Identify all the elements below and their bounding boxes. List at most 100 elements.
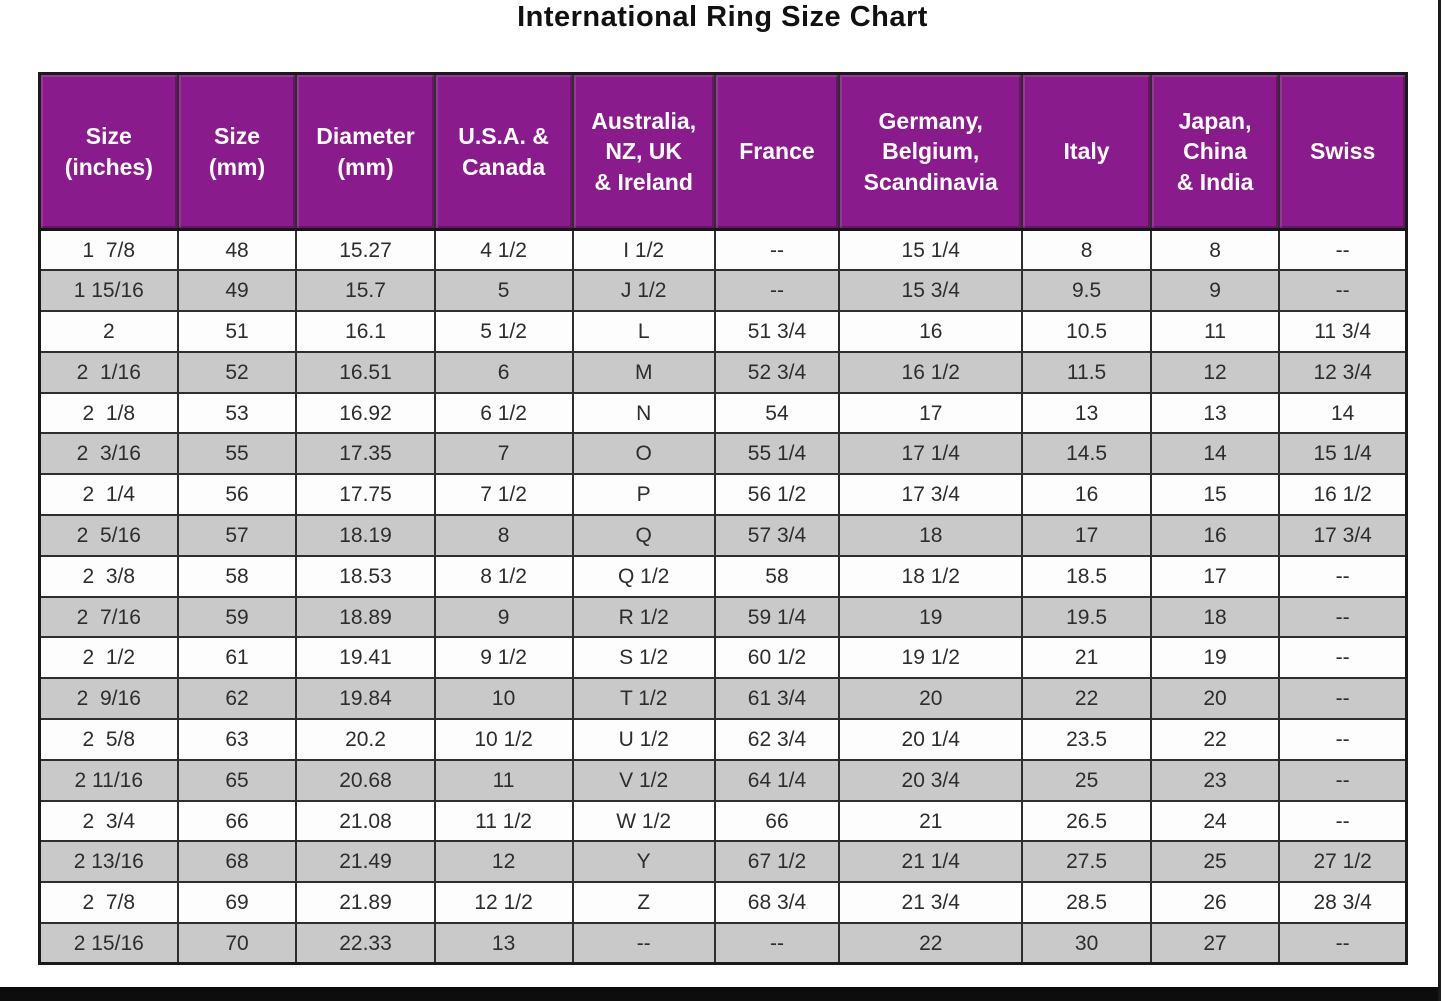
- table-cell-r14-c6: 64 1/4: [713, 758, 841, 802]
- table-cell-r18-c9: 27: [1149, 922, 1281, 965]
- table-cell-r3-c3: 16.1: [295, 310, 436, 353]
- table-cell-r14-c10: --: [1278, 758, 1408, 802]
- table-cell-r7-c3: 17.75: [295, 473, 436, 517]
- table-row-18: 2 15/16 70 22.33 13 -- -- 22 30 27 --: [38, 922, 1408, 965]
- table-cell-r10-c6: 59 1/4: [713, 595, 841, 639]
- table-row-5: 2 1/8 53 16.92 6 1/2 N 54 17 13 13 14: [38, 391, 1408, 435]
- table-cell-r12-c10: --: [1278, 677, 1408, 721]
- table-cell-r17-c3: 21.89: [295, 881, 436, 925]
- table-cell-r8-c2: 57: [176, 514, 298, 557]
- table-cell-r2-c3: 15.7: [295, 269, 436, 313]
- page-title: International Ring Size Chart: [517, 1, 928, 33]
- table-cell-r15-c7: 21: [838, 799, 1024, 843]
- table-cell-r4-c6: 52 3/4: [713, 350, 841, 394]
- table-cell-r7-c7: 17 3/4: [838, 473, 1024, 517]
- table-cell-r15-c10: --: [1278, 799, 1408, 843]
- table-cell-r3-c2: 51: [176, 310, 298, 353]
- table-cell-r11-c10: --: [1278, 636, 1408, 680]
- table-cell-r11-c2: 61: [176, 636, 298, 680]
- table-cell-r5-c5: N: [571, 391, 716, 435]
- table-cell-r2-c1: 1 15/16: [38, 269, 179, 313]
- table-row-13: 2 5/8 63 20.2 10 1/2 U 1/2 62 3/4 20 1/4 23.5 22…: [38, 718, 1408, 761]
- table-cell-r11-c4: 9 1/2: [433, 636, 574, 680]
- table-cell-r13-c10: --: [1278, 718, 1408, 761]
- table-cell-r12-c5: T 1/2: [571, 677, 716, 721]
- ring-size-table: Size (inches) Size (mm) Diameter (mm) U.S.A…: [38, 72, 1408, 966]
- table-cell-r16-c5: Y: [571, 840, 716, 884]
- table-cell-r1-c5: I 1/2: [571, 228, 716, 272]
- table-cell-r9-c9: 17: [1149, 554, 1281, 598]
- table-cell-r1-c7: 15 1/4: [838, 228, 1024, 272]
- table-cell-r4-c2: 52: [176, 350, 298, 394]
- table-cell-r16-c6: 67 1/2: [713, 840, 841, 884]
- table-cell-r7-c9: 15: [1149, 473, 1281, 517]
- table-cell-r18-c2: 70: [176, 922, 298, 965]
- column-header-2: Size (mm): [176, 72, 298, 231]
- table-cell-r17-c9: 26: [1149, 881, 1281, 925]
- table-cell-r18-c8: 30: [1021, 922, 1152, 965]
- table-row-7: 2 1/4 56 17.75 7 1/2 P 56 1/2 17 3/4 16 15 16 1/2: [38, 473, 1408, 517]
- table-cell-r16-c2: 68: [176, 840, 298, 884]
- table-cell-r13-c9: 22: [1149, 718, 1281, 761]
- table-cell-r15-c8: 26.5: [1021, 799, 1152, 843]
- header-row: Size (inches) Size (mm) Diameter (mm) U.S.A…: [38, 72, 1408, 231]
- table-row-6: 2 3/16 55 17.35 7 O 55 1/4 17 1/4 14.5 14 15 1/4: [38, 432, 1408, 476]
- table-cell-r15-c4: 11 1/2: [433, 799, 574, 843]
- table-cell-r9-c2: 58: [176, 554, 298, 598]
- table-row-12: 2 9/16 62 19.84 10 T 1/2 61 3/4 20 22 20 --: [38, 677, 1408, 721]
- table-cell-r7-c4: 7 1/2: [433, 473, 574, 517]
- table-cell-r18-c7: 22: [838, 922, 1024, 965]
- table-cell-r18-c10: --: [1278, 922, 1408, 965]
- table-cell-r6-c6: 55 1/4: [713, 432, 841, 476]
- table-cell-r11-c5: S 1/2: [571, 636, 716, 680]
- table-row-8: 2 5/16 57 18.19 8 Q 57 3/4 18 17 16 17 3/4: [38, 514, 1408, 557]
- table-row-1: 1 7/8 48 15.27 4 1/2 I 1/2 -- 15 1/4 8 8 --: [38, 228, 1408, 272]
- column-header-10: Swiss: [1278, 72, 1408, 231]
- right-edge-line: [1438, 0, 1441, 1001]
- column-header-4: U.S.A. & Canada: [433, 72, 574, 231]
- table-cell-r10-c5: R 1/2: [571, 595, 716, 639]
- table-cell-r17-c10: 28 3/4: [1278, 881, 1408, 925]
- table-cell-r1-c8: 8: [1021, 228, 1152, 272]
- table-cell-r7-c6: 56 1/2: [713, 473, 841, 517]
- table-cell-r6-c4: 7: [433, 432, 574, 476]
- table-cell-r10-c1: 2 7/16: [38, 595, 179, 639]
- table-cell-r6-c7: 17 1/4: [838, 432, 1024, 476]
- table-row-2: 1 15/16 49 15.7 5 J 1/2 -- 15 3/4 9.5 9 --: [38, 269, 1408, 313]
- table-cell-r10-c9: 18: [1149, 595, 1281, 639]
- column-header-9: Japan, China & India: [1149, 72, 1281, 231]
- table-cell-r16-c10: 27 1/2: [1278, 840, 1408, 884]
- table-cell-r1-c1: 1 7/8: [38, 228, 179, 272]
- column-header-7: Germany, Belgium, Scandinavia: [838, 72, 1024, 231]
- table-row-11: 2 1/2 61 19.41 9 1/2 S 1/2 60 1/2 19 1/2 21 19 --: [38, 636, 1408, 680]
- table-cell-r14-c3: 20.68: [295, 758, 436, 802]
- table-cell-r5-c9: 13: [1149, 391, 1281, 435]
- table-cell-r9-c1: 2 3/8: [38, 554, 179, 598]
- table-cell-r12-c6: 61 3/4: [713, 677, 841, 721]
- table-cell-r2-c4: 5: [433, 269, 574, 313]
- table-cell-r13-c1: 2 5/8: [38, 718, 179, 761]
- table-cell-r15-c6: 66: [713, 799, 841, 843]
- table-cell-r11-c9: 19: [1149, 636, 1281, 680]
- table-cell-r8-c3: 18.19: [295, 514, 436, 557]
- table-row-4: 2 1/16 52 16.51 6 M 52 3/4 16 1/2 11.5 12 12 3/4: [38, 350, 1408, 394]
- table-cell-r7-c1: 2 1/4: [38, 473, 179, 517]
- table-cell-r3-c9: 11: [1149, 310, 1281, 353]
- table-cell-r15-c3: 21.08: [295, 799, 436, 843]
- table-cell-r9-c4: 8 1/2: [433, 554, 574, 598]
- table-cell-r6-c5: O: [571, 432, 716, 476]
- table-cell-r3-c4: 5 1/2: [433, 310, 574, 353]
- table-cell-r2-c6: --: [713, 269, 841, 313]
- table-cell-r17-c4: 12 1/2: [433, 881, 574, 925]
- table-cell-r5-c4: 6 1/2: [433, 391, 574, 435]
- table-cell-r7-c5: P: [571, 473, 716, 517]
- table-cell-r6-c1: 2 3/16: [38, 432, 179, 476]
- table-cell-r13-c4: 10 1/2: [433, 718, 574, 761]
- table-cell-r17-c1: 2 7/8: [38, 881, 179, 925]
- table-cell-r12-c8: 22: [1021, 677, 1152, 721]
- table-cell-r7-c8: 16: [1021, 473, 1152, 517]
- table-cell-r3-c6: 51 3/4: [713, 310, 841, 353]
- table-cell-r5-c3: 16.92: [295, 391, 436, 435]
- table-cell-r14-c4: 11: [433, 758, 574, 802]
- table-cell-r9-c10: --: [1278, 554, 1408, 598]
